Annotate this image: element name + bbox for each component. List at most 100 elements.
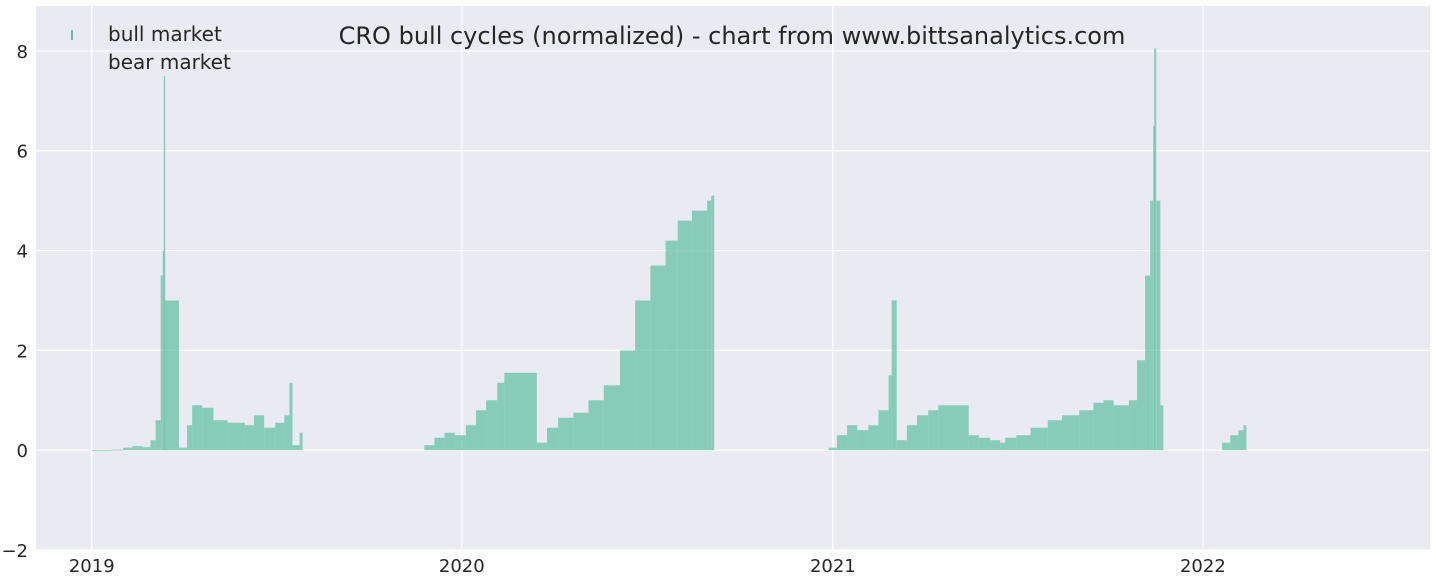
- y-tick-label: 6: [17, 142, 28, 163]
- bull-bar: [187, 425, 193, 451]
- bull-bar: [878, 410, 889, 451]
- bull-bar: [1154, 48, 1157, 451]
- bull-bar: [1103, 400, 1114, 451]
- x-tick-label: 2020: [439, 556, 485, 577]
- bull-bar: [284, 415, 290, 451]
- x-tick-label: 2021: [810, 556, 856, 577]
- bull-bar: [202, 407, 214, 451]
- bull-bar: [1243, 425, 1247, 451]
- bull-bar: [917, 415, 929, 451]
- bull-bar: [978, 437, 991, 451]
- bull-bar: [1005, 437, 1017, 451]
- legend-bear-label: bear market: [108, 50, 231, 74]
- bull-bar: [155, 420, 161, 451]
- bull-bar: [292, 445, 300, 451]
- bull-bar: [1093, 402, 1104, 451]
- bull-bar: [227, 422, 245, 451]
- bull-bar: [1113, 405, 1129, 451]
- y-tick-label: 2: [17, 341, 28, 362]
- bull-bar: [275, 422, 285, 451]
- bull-bar: [1145, 275, 1151, 451]
- bull-bar: [1153, 125, 1155, 451]
- bull-bar: [253, 415, 265, 451]
- bull-bar: [475, 410, 487, 451]
- bull-bar: [1079, 410, 1094, 451]
- legend-bull-marker: [71, 30, 73, 40]
- bull-bar: [573, 412, 589, 451]
- bull-bar: [160, 275, 163, 451]
- y-tick-label: 4: [17, 242, 28, 263]
- plot-background: [36, 6, 1430, 550]
- bull-bar: [465, 425, 476, 451]
- x-tick-label: 2019: [69, 556, 115, 577]
- bull-bar: [888, 375, 892, 451]
- bull-bar: [434, 437, 445, 451]
- bull-bar: [1061, 415, 1080, 451]
- bull-bar: [1047, 420, 1062, 451]
- bull-bars: [91, 48, 1247, 451]
- bull-bar: [650, 265, 666, 451]
- bull-bar: [1230, 435, 1239, 451]
- bull-bar: [1016, 435, 1031, 451]
- bull-bar: [677, 220, 692, 451]
- bull-bar: [938, 405, 969, 451]
- y-tick-label: −2: [1, 541, 28, 562]
- bull-bar: [454, 435, 466, 451]
- bull-bar: [244, 425, 254, 451]
- bull-bar: [150, 440, 156, 451]
- bull-bar: [536, 442, 547, 451]
- bull-bar: [1030, 427, 1048, 451]
- bull-bar: [891, 300, 897, 451]
- y-tick-label: 0: [17, 441, 28, 462]
- bull-bar: [142, 447, 151, 451]
- bull-bar: [691, 210, 708, 451]
- bull-bar: [164, 300, 179, 451]
- bull-bar: [1128, 400, 1138, 451]
- bull-bar: [836, 435, 848, 451]
- bull-bar: [906, 425, 918, 451]
- bull-bar: [178, 447, 188, 451]
- bull-bar: [162, 250, 165, 451]
- bull-bar: [828, 447, 837, 451]
- bull-bar: [497, 382, 505, 451]
- bull-bar: [707, 200, 712, 451]
- bull-bar: [588, 400, 604, 451]
- bull-bar: [264, 427, 276, 451]
- legend-bull-label: bull market: [108, 22, 222, 46]
- bull-bar: [504, 372, 537, 451]
- bull-bar: [111, 449, 124, 451]
- bull-bar: [444, 432, 455, 451]
- bull-bar: [868, 425, 879, 451]
- bull-bar: [213, 420, 228, 451]
- bull-bar: [1222, 442, 1231, 451]
- bull-bar: [635, 300, 651, 451]
- bull-bar: [424, 445, 435, 451]
- x-tick-label: 2022: [1180, 556, 1226, 577]
- bull-bar: [928, 410, 939, 451]
- y-tick-label: 8: [17, 42, 28, 63]
- legend: bull market bear market: [71, 22, 231, 74]
- bull-bar: [132, 446, 143, 451]
- bull-bar: [289, 382, 293, 451]
- bull-bar: [619, 350, 636, 451]
- bull-bar: [1156, 200, 1161, 451]
- chart-title: CRO bull cycles (normalized) - chart fro…: [339, 22, 1126, 50]
- bull-bar: [857, 430, 869, 451]
- bull-bar: [1000, 442, 1006, 451]
- bull-bar: [896, 440, 907, 451]
- bull-bar: [546, 427, 559, 451]
- y-tick-labels: −2 0 2 4 6 8: [1, 42, 28, 562]
- bull-bar: [665, 240, 678, 451]
- bull-bar: [1137, 360, 1146, 451]
- bull-bar: [299, 432, 303, 451]
- bull-bar: [1160, 405, 1164, 451]
- bull-bar: [990, 440, 1001, 451]
- bull-bar: [558, 417, 574, 451]
- bull-bar: [847, 425, 858, 451]
- bull-bar: [711, 195, 715, 451]
- x-tick-labels: 2019 2020 2021 2022: [69, 556, 1226, 577]
- bull-bar: [91, 450, 112, 451]
- bull-bar: [603, 385, 620, 451]
- bull-bar: [1238, 430, 1244, 451]
